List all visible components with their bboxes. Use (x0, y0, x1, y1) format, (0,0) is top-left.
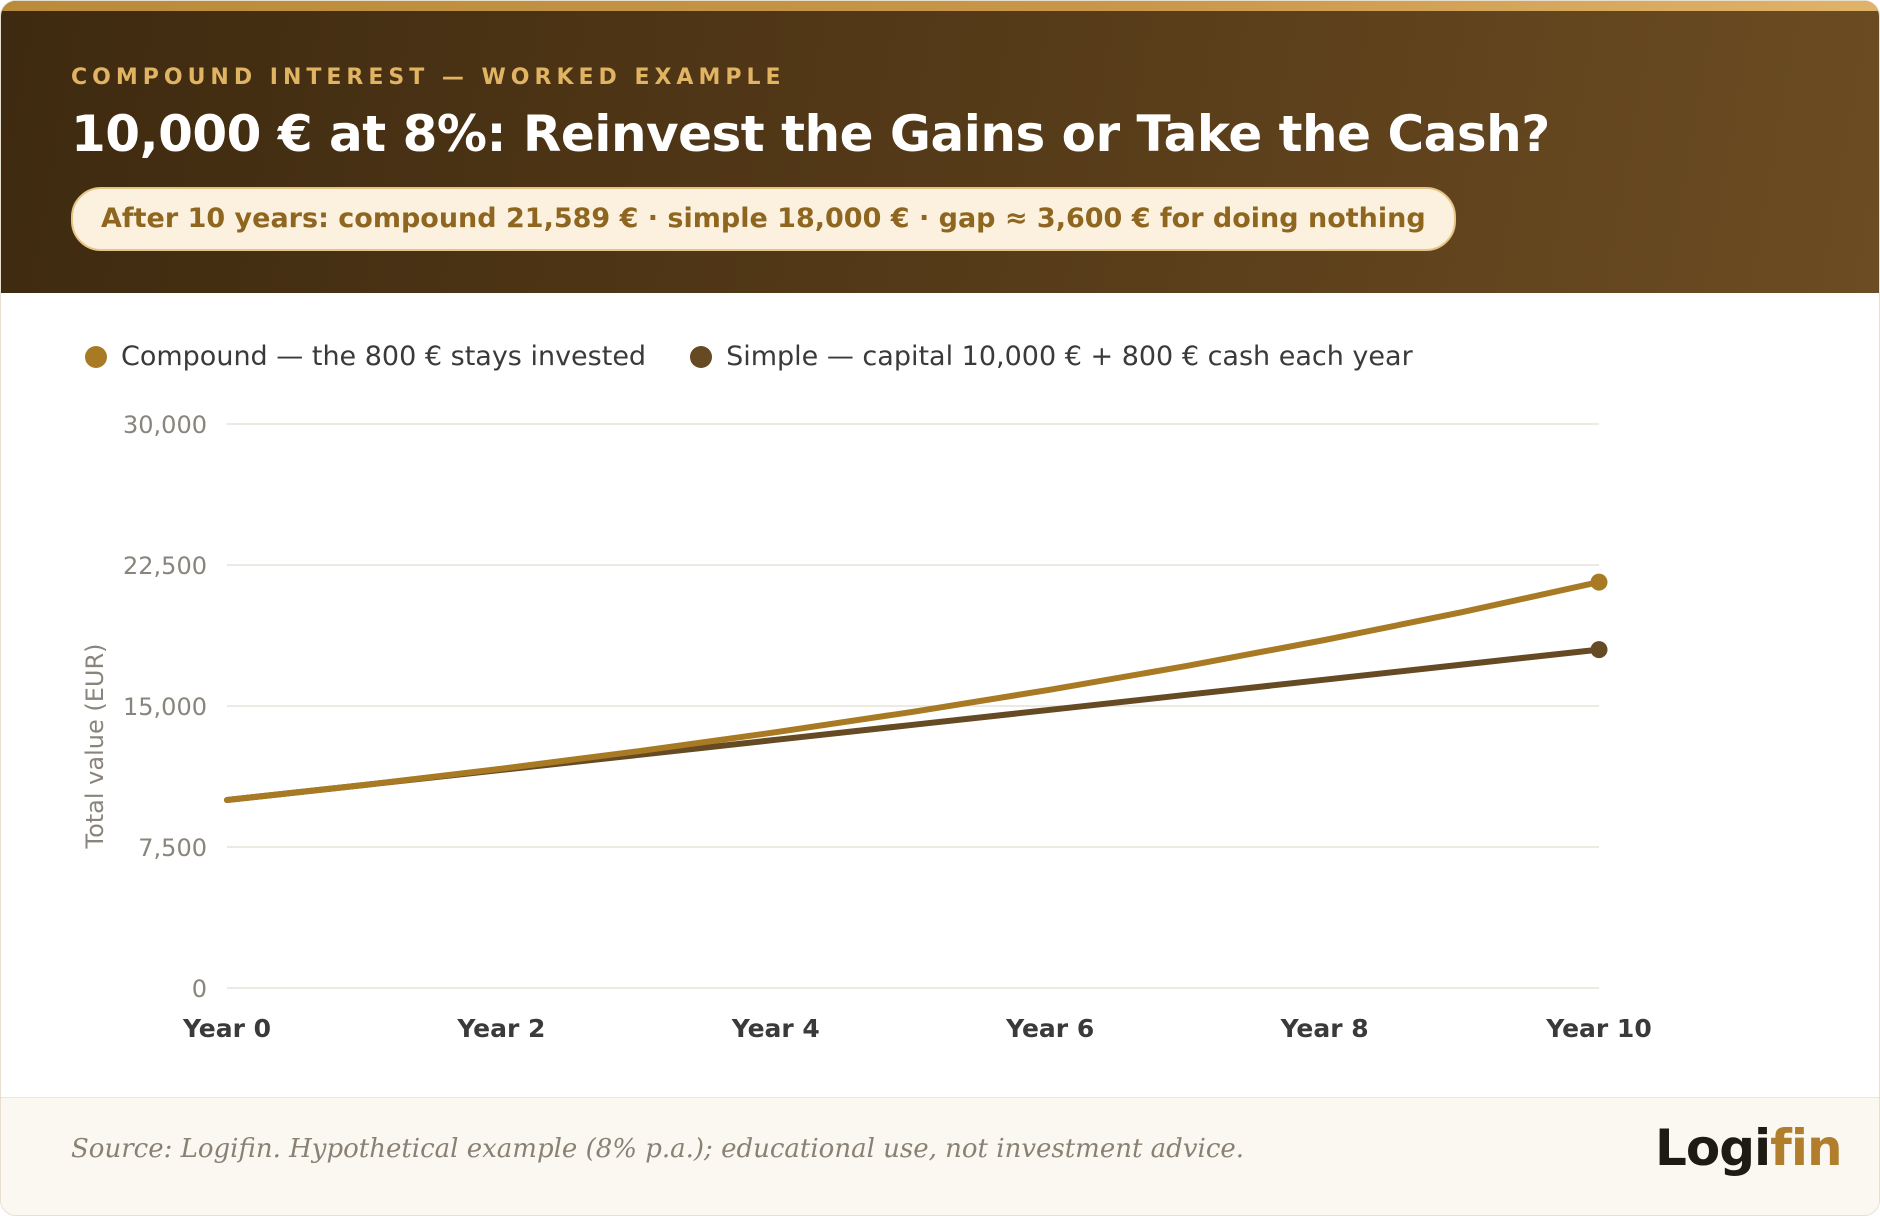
line-chart: 0 7,500 15,000 22,500 30,000 Year 0 Year 2 Year… (81, 411, 1652, 1043)
x-tick-label-1: Year 2 (456, 1014, 545, 1043)
legend-label-simple: Simple — capital 10,000 € + 800 € cash e… (726, 341, 1413, 372)
legend-swatch-simple (690, 345, 713, 368)
x-tick-label-0: Year 0 (182, 1014, 271, 1043)
y-tick-label-3: 22,500 (123, 552, 207, 580)
series-line-compound (224, 579, 1602, 803)
x-tick-label-3: Year 6 (1005, 1014, 1094, 1043)
logo-text-logi: Logi (1655, 1119, 1771, 1177)
series-endpoint-compound (1590, 573, 1608, 591)
logo-text-fin: fin (1770, 1119, 1842, 1177)
chart-legend: Compound — the 800 € stays invested Simp… (85, 341, 1457, 372)
x-tick-label-4: Year 8 (1280, 1014, 1369, 1043)
header-accent-bar (1, 1, 1879, 11)
legend-item-compound: Compound — the 800 € stays invested (85, 341, 646, 372)
y-tick-label-1: 7,500 (138, 834, 207, 862)
series-endpoint-simple (1590, 641, 1608, 659)
legend-swatch-compound (85, 345, 107, 368)
y-tick-label-0: 0 (192, 975, 207, 1003)
source-note: Source: Logifin. Hypothetical example (8… (71, 1134, 1245, 1164)
x-tick-label-5: Year 10 (1545, 1014, 1651, 1043)
y-axis-label: Total value (EUR) (81, 644, 109, 850)
header-banner: COMPOUND INTEREST — WORKED EXAMPLE 10,00… (1, 1, 1879, 293)
footer-bar (1, 1097, 1879, 1215)
y-tick-label-4: 30,000 (123, 411, 207, 439)
logifin-logo: Logifin (1655, 1119, 1843, 1177)
x-tick-label-2: Year 4 (731, 1014, 820, 1043)
legend-label-compound: Compound — the 800 € stays invested (121, 341, 647, 372)
chart-title: 10,000 € at 8%: Reinvest the Gains or Ta… (71, 105, 1550, 163)
eyebrow-label: COMPOUND INTEREST — WORKED EXAMPLE (71, 65, 786, 90)
summary-callout: After 10 years: compound 21,589 € · simp… (71, 187, 1456, 251)
y-tick-label-2: 15,000 (123, 693, 207, 721)
legend-item-simple: Simple — capital 10,000 € + 800 € cash e… (690, 341, 1413, 372)
